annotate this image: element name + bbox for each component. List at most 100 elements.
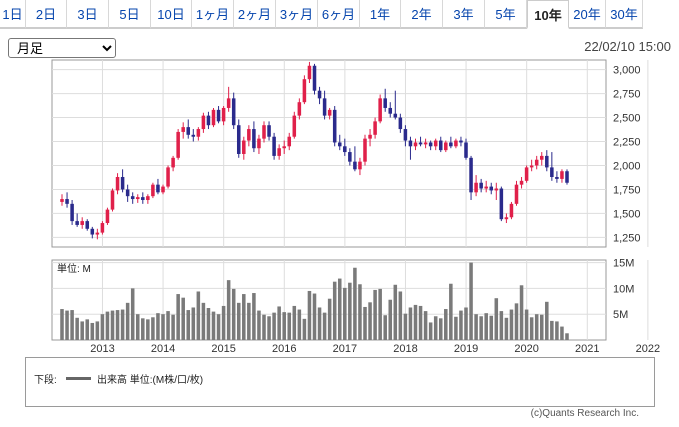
tab-12[interactable]: 3年 xyxy=(443,0,485,29)
tab-7[interactable]: 2ヶ月 xyxy=(234,0,276,29)
volume-bar xyxy=(226,280,231,340)
tab-6[interactable]: 1ヶ月 xyxy=(192,0,234,29)
candle-body xyxy=(524,167,529,181)
volume-bar xyxy=(125,302,130,340)
candle-body xyxy=(70,203,74,222)
volume-bar xyxy=(514,303,519,340)
candle-body xyxy=(135,197,140,200)
volume-bar xyxy=(85,319,90,340)
candle-body xyxy=(403,129,408,141)
volume-bar xyxy=(216,314,221,340)
tab-13[interactable]: 5年 xyxy=(485,0,527,29)
volume-bar xyxy=(550,320,554,340)
candle-body xyxy=(489,186,494,191)
candle-body xyxy=(166,167,170,187)
volume-bar xyxy=(378,288,382,340)
volume-bar xyxy=(393,284,398,340)
volume-bar xyxy=(161,314,165,340)
volume-bar xyxy=(332,281,337,340)
volume-bar xyxy=(211,311,216,340)
volume-bar xyxy=(504,317,509,340)
volume-bar xyxy=(408,307,413,340)
volume-bar xyxy=(317,307,322,340)
candle-body xyxy=(272,136,276,156)
tab-1[interactable]: 1日 xyxy=(0,0,26,29)
price-tick-label: 2,750 xyxy=(613,89,641,101)
volume-bar xyxy=(141,318,145,340)
candle-body xyxy=(555,176,559,179)
tab-10[interactable]: 1年 xyxy=(360,0,401,29)
candle-body xyxy=(479,182,483,189)
candle-body xyxy=(161,186,165,193)
volume-tick-label: 5M xyxy=(613,309,628,321)
candle-body xyxy=(398,117,403,130)
copyright: (c)Quants Research Inc. xyxy=(530,408,639,419)
candle-body xyxy=(529,165,534,168)
candle-body xyxy=(322,98,327,116)
candle-body xyxy=(90,228,95,235)
volume-bar xyxy=(534,314,539,340)
candle-body xyxy=(130,196,135,200)
volume-bar xyxy=(348,282,352,340)
year-label: 2017 xyxy=(333,343,357,355)
volume-bar xyxy=(474,314,478,340)
price-tick-label: 2,250 xyxy=(613,137,641,149)
candle-body xyxy=(120,176,125,190)
candle-body xyxy=(292,115,297,137)
volume-bar xyxy=(156,313,160,340)
volume-bar xyxy=(398,291,403,340)
price-tick-label: 2,500 xyxy=(613,113,641,125)
tab-16[interactable]: 30年 xyxy=(606,0,643,29)
candle-body xyxy=(438,140,443,151)
year-label: 2013 xyxy=(90,343,114,355)
year-label: 2019 xyxy=(454,343,478,355)
candle-body xyxy=(327,109,332,116)
tab-8[interactable]: 3ヶ月 xyxy=(276,0,318,29)
price-panel xyxy=(51,59,607,248)
volume-bar xyxy=(444,309,448,340)
volume-bar xyxy=(433,316,438,340)
candle-body xyxy=(226,98,231,108)
volume-bar xyxy=(262,314,266,340)
candle-body xyxy=(242,140,246,154)
candle-body xyxy=(277,148,281,156)
year-label: 2016 xyxy=(272,343,296,355)
volume-bar xyxy=(186,310,191,340)
candle-body xyxy=(216,109,221,122)
candle-body xyxy=(454,140,458,147)
volume-bar xyxy=(560,326,564,340)
tab-15[interactable]: 20年 xyxy=(569,0,606,29)
candle-body xyxy=(418,142,423,145)
candle-interval-select[interactable]: 月足 xyxy=(8,38,116,58)
tab-9[interactable]: 6ヶ月 xyxy=(318,0,360,29)
volume-bar xyxy=(297,309,302,340)
year-label: 2015 xyxy=(211,343,235,355)
tab-14[interactable]: 10年 xyxy=(527,0,569,29)
tab-4[interactable]: 5日 xyxy=(109,0,151,29)
volume-bar xyxy=(176,294,180,340)
stock-chart: 1,250 1,500 1,750 2,000 2,250 2,500 2,750 3,000… xyxy=(51,59,660,355)
volume-bar xyxy=(327,298,332,340)
tab-3[interactable]: 3日 xyxy=(67,0,109,29)
candle-body xyxy=(343,146,347,153)
price-tick-label: 2,000 xyxy=(613,160,641,172)
volume-bar xyxy=(130,288,135,340)
candle-body xyxy=(388,107,393,114)
tab-5[interactable]: 10日 xyxy=(151,0,192,29)
volume-bar xyxy=(90,322,95,340)
volume-bar xyxy=(353,267,357,340)
candle-body xyxy=(85,221,90,229)
volume-unit-label: 単位: M xyxy=(57,262,91,275)
volume-bar xyxy=(272,312,276,340)
tab-2[interactable]: 2日 xyxy=(26,0,67,29)
volume-bar xyxy=(236,302,241,340)
volume-bar xyxy=(449,283,453,340)
tab-11[interactable]: 2年 xyxy=(401,0,443,29)
volume-bar xyxy=(383,315,387,340)
candle-body xyxy=(539,155,544,160)
volume-bar xyxy=(120,309,125,340)
volume-bar xyxy=(171,314,175,340)
candle-body xyxy=(287,136,292,147)
candle-body xyxy=(474,182,478,193)
volume-bar xyxy=(307,290,312,340)
